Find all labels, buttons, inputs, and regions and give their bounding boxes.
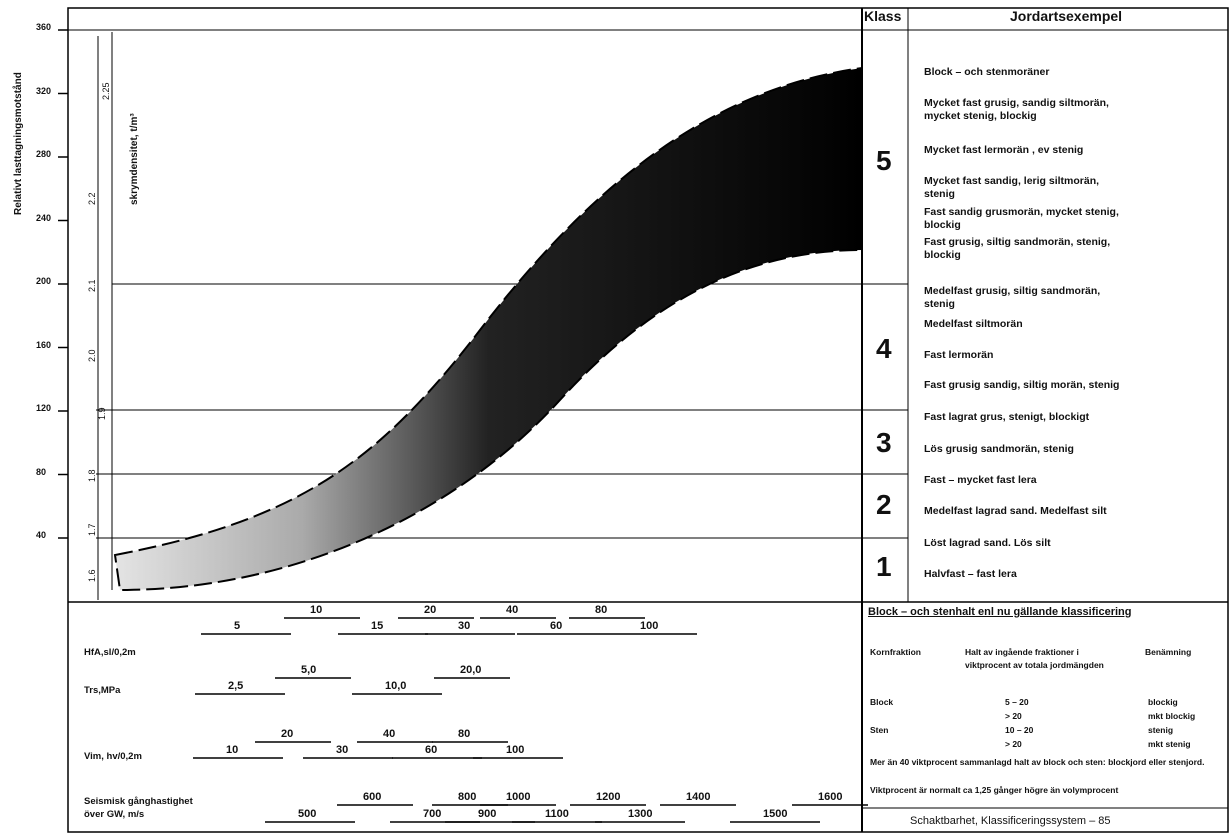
band: [113, 66, 863, 592]
scale-value: 700: [423, 808, 442, 820]
scale-value: 20: [424, 604, 437, 616]
scale-value: 5,0: [301, 664, 317, 676]
scale-value: 10,0: [385, 680, 407, 692]
soil-example: Mycket fast lermorän , ev stenig: [924, 144, 1084, 156]
scale-value: 2,5: [228, 680, 244, 692]
y-tick-label: 200: [36, 276, 52, 286]
soil-example: Medelfast grusig, siltig sandmorän, sten…: [924, 285, 1101, 310]
scale-value: 500: [298, 808, 317, 820]
class-number: 2: [876, 489, 892, 520]
scale-value: 60: [550, 620, 563, 632]
table-head: Benämning: [1145, 647, 1192, 657]
scale-value: 100: [640, 620, 659, 632]
y-tick-label: 320: [36, 85, 52, 96]
scale-value: 30: [458, 620, 471, 632]
scale-value: 600: [363, 791, 382, 803]
scale-value: 20,0: [460, 664, 482, 676]
table-note: Mer än 40 viktprocent sammanlagd halt av…: [870, 757, 1205, 767]
table-cell: > 20: [1005, 739, 1022, 749]
density-tick: 1.7: [87, 523, 97, 536]
scale-value: 15: [371, 620, 384, 632]
density-tick: 2.2: [87, 192, 97, 205]
table-cell: 10 – 20: [1005, 725, 1034, 735]
class-number: 4: [876, 333, 892, 364]
scale-value: 100: [506, 744, 525, 756]
soil-example: Fast – mycket fast lera: [924, 474, 1037, 486]
header-klass: Klass: [864, 8, 902, 24]
table-head: Halt av ingående fraktioner i viktprocen…: [965, 647, 1104, 670]
table-cell: blockig: [1148, 697, 1178, 707]
scale-value: 30: [336, 744, 349, 756]
table-cell: mkt blockig: [1148, 711, 1196, 721]
scale-value: 1300: [628, 808, 653, 820]
table-note: Viktprocent är normalt ca 1,25 gånger hö…: [870, 785, 1119, 795]
scale-label: Trs,MPa: [84, 685, 121, 696]
scale-label: Vim, hv/0,2m: [84, 751, 142, 762]
scale-value: 5: [234, 620, 241, 632]
soil-example: Block – och stenmoräner: [924, 66, 1050, 78]
soil-example: Fast grusig, siltig sandmorän, stenig, b…: [924, 236, 1111, 261]
scale-value: 40: [383, 728, 396, 740]
scale-value: 60: [425, 744, 438, 756]
soil-example: Medelfast lagrad sand. Medelfast silt: [924, 505, 1107, 517]
class-number: 5: [876, 145, 892, 176]
header-examples: Jordartsexempel: [1010, 8, 1123, 24]
scale-value: 80: [595, 604, 608, 616]
table-cell: Block: [870, 697, 894, 707]
soil-example: Fast grusig sandig, siltig morän, stenig: [924, 379, 1120, 391]
y-tick-label: 80: [36, 466, 47, 477]
frame: [67, 7, 1229, 833]
scale-value: 1100: [545, 808, 569, 820]
soil-example: Fast lagrat grus, stenigt, blockigt: [924, 411, 1090, 423]
scale-value: 900: [478, 808, 497, 820]
table-head: Kornfraktion: [870, 647, 921, 657]
soil-example: Medelfast siltmorän: [924, 318, 1023, 330]
class-number: 1: [876, 551, 892, 582]
scale-value: 1600: [818, 791, 843, 803]
soil-example: Mycket fast grusig, sandig siltmorän, my…: [924, 97, 1109, 122]
footer: Schaktbarhet, Klassificeringssystem – 85: [910, 815, 1111, 827]
scale-value: 1500: [763, 808, 788, 820]
class-number: 3: [876, 427, 892, 458]
scale-value: 1000: [506, 791, 531, 803]
scale-value: 80: [458, 728, 471, 740]
scale-value: 10: [310, 604, 323, 616]
table-cell: 5 – 20: [1005, 697, 1029, 707]
y-tick-label: 280: [36, 149, 52, 159]
density-tick: 1.9: [97, 407, 107, 420]
density-label: skrymdensitet, t/m³: [129, 113, 140, 205]
table-cell: mkt stenig: [1148, 739, 1191, 749]
y-tick-label: 120: [36, 403, 52, 413]
scale-value: 10: [226, 744, 239, 756]
scale-value: 40: [506, 604, 519, 616]
soil-example: Lös grusig sandmorän, stenig: [924, 443, 1074, 455]
table-cell: stenig: [1148, 725, 1174, 735]
scale-value: 1200: [596, 791, 621, 803]
soil-example: Fast sandig grusmorän, mycket stenig, bl…: [924, 206, 1119, 231]
table-title: Block – och stenhalt enl nu gällande kla…: [868, 606, 1132, 618]
scale-label: HfA,sl/0,2m: [84, 647, 136, 658]
table-cell: Sten: [870, 725, 889, 735]
y-tick-label: 40: [36, 530, 47, 540]
density-tick: 2.25: [101, 82, 111, 100]
scale-value: 20: [281, 728, 294, 740]
y-tick-label: 360: [36, 22, 52, 32]
density-tick: 1.8: [87, 469, 97, 482]
soil-example: Löst lagrad sand. Lös silt: [924, 537, 1051, 549]
soil-example: Mycket fast sandig, lerig siltmorän, ste…: [924, 175, 1100, 200]
scale-value: 1400: [686, 791, 711, 803]
density-tick: 1.6: [87, 569, 97, 582]
density-tick: 2.0: [87, 349, 97, 362]
axis-label: Relativt lasttagningsmotstånd: [13, 72, 24, 215]
scale-value: 800: [458, 791, 477, 803]
soil-example: Fast lermorän: [924, 349, 994, 361]
table-cell: > 20: [1005, 711, 1022, 721]
y-tick-label: 160: [36, 339, 52, 350]
scale-label: Seismisk gånghastighet över GW, m/s: [84, 796, 193, 820]
y-tick-label: 240: [36, 212, 52, 223]
soil-example: Halvfast – fast lera: [924, 568, 1017, 580]
density-tick: 2.1: [87, 279, 97, 292]
